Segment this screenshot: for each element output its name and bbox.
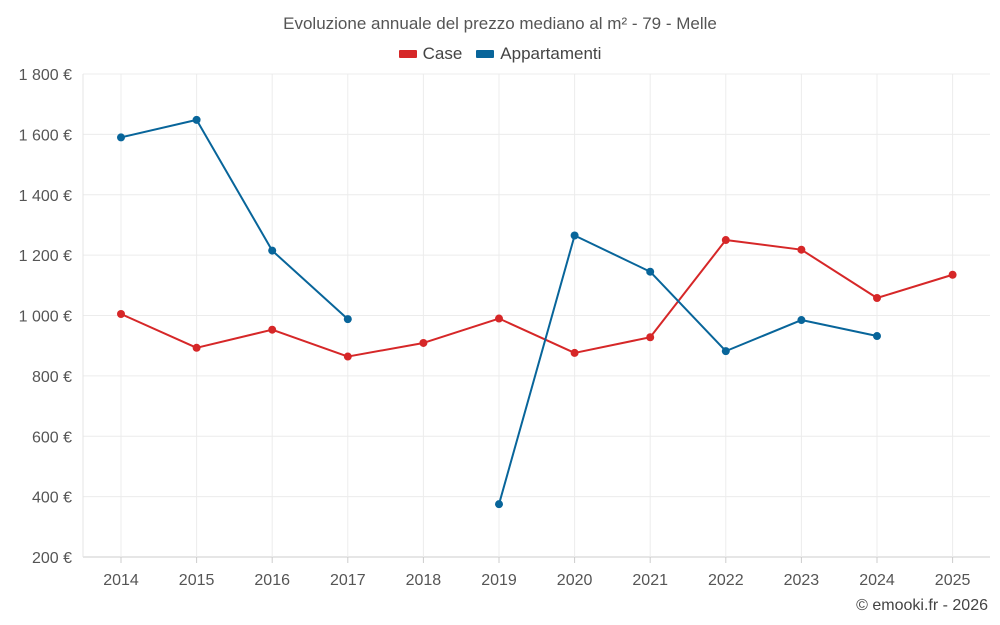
data-point-appartamenti-2014 <box>117 133 125 142</box>
data-point-case-2016 <box>268 325 277 334</box>
data-point-appartamenti-2024 <box>873 332 881 341</box>
y-tick-label: 600 € <box>32 429 72 446</box>
legend-item-case[interactable]: Case <box>398 44 463 64</box>
x-tick-label: 2023 <box>784 572 820 589</box>
y-tick-label: 1 400 € <box>19 188 72 205</box>
data-point-appartamenti-2015 <box>192 115 201 124</box>
data-point-appartamenti-2021 <box>646 267 655 276</box>
legend-item-appartamenti[interactable]: Appartamenti <box>476 44 601 64</box>
legend-swatch-case <box>398 50 417 58</box>
legend: Case Appartamenti <box>0 44 1000 64</box>
x-tick-label: 2021 <box>632 572 668 589</box>
data-point-case-2024 <box>873 293 881 302</box>
y-tick-label: 1 600 € <box>19 127 72 144</box>
data-point-appartamenti-2019 <box>495 500 503 509</box>
legend-swatch-appartamenti <box>476 50 495 58</box>
data-point-appartamenti-2022 <box>721 347 730 356</box>
series-line-case <box>120 239 953 358</box>
data-point-appartamenti-2016 <box>268 246 277 255</box>
series-line-appartamenti <box>120 118 349 320</box>
data-point-case-2022 <box>721 236 730 245</box>
data-point-case-2025 <box>948 270 957 279</box>
y-tick-label: 200 € <box>32 550 72 567</box>
data-point-case-2019 <box>495 314 503 323</box>
data-point-case-2018 <box>419 338 428 347</box>
y-tick-label: 1 000 € <box>19 309 72 326</box>
chart-title: Evoluzione annuale del prezzo mediano al… <box>283 14 717 33</box>
x-tick-label: 2019 <box>481 572 517 589</box>
x-tick-label: 2020 <box>557 572 593 589</box>
data-point-case-2023 <box>797 245 806 254</box>
y-tick-label: 400 € <box>32 490 72 507</box>
y-tick-label: 1 800 € <box>19 67 72 84</box>
x-tick-label: 2015 <box>179 572 215 589</box>
data-point-case-2015 <box>192 343 201 352</box>
data-point-appartamenti-2017 <box>343 315 352 324</box>
y-tick-label: 800 € <box>32 369 72 386</box>
x-tick-label: 2025 <box>935 572 971 589</box>
data-point-case-2020 <box>570 348 579 357</box>
x-tick-label: 2014 <box>103 572 139 589</box>
data-point-case-2017 <box>343 352 352 361</box>
data-point-case-2021 <box>646 333 655 342</box>
x-tick-label: 2016 <box>254 572 290 589</box>
copyright-footer: © emooki.fr - 2026 <box>856 597 988 614</box>
x-tick-label: 2018 <box>406 572 442 589</box>
x-tick-label: 2024 <box>859 572 895 589</box>
legend-label-appartamenti: Appartamenti <box>500 44 602 63</box>
x-tick-label: 2017 <box>330 572 366 589</box>
legend-label-case: Case <box>422 44 463 63</box>
data-point-case-2014 <box>117 309 125 318</box>
x-tick-label: 2022 <box>708 572 744 589</box>
data-point-appartamenti-2020 <box>570 231 579 240</box>
y-tick-label: 1 200 € <box>19 248 72 265</box>
data-point-appartamenti-2023 <box>797 316 806 325</box>
series-line-appartamenti <box>498 234 878 505</box>
